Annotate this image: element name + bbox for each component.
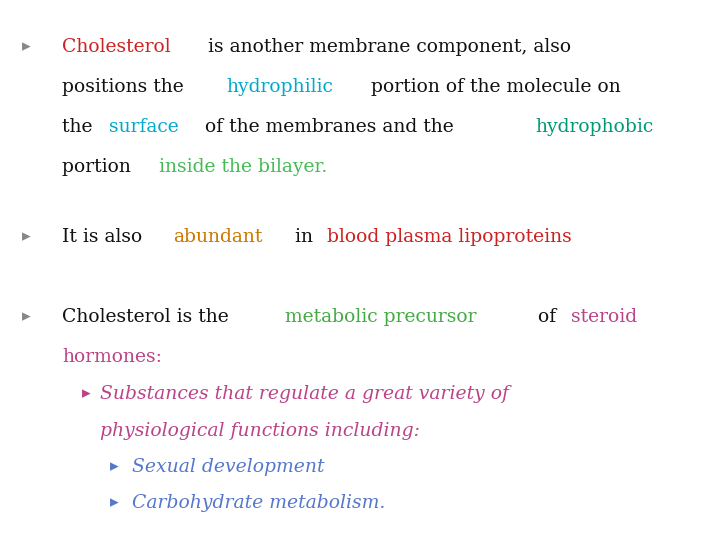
Text: ▸: ▸ [110, 458, 119, 475]
Text: the: the [62, 118, 99, 136]
Text: inside the bilayer.: inside the bilayer. [158, 158, 327, 176]
Text: is another membrane component, also: is another membrane component, also [202, 38, 571, 56]
Text: Sexual development: Sexual development [132, 458, 325, 476]
Text: steroid: steroid [571, 308, 637, 326]
Text: Substances that regulate a great variety of: Substances that regulate a great variety… [100, 385, 509, 403]
Text: Cholesterol: Cholesterol [62, 38, 171, 56]
Text: portion: portion [62, 158, 137, 176]
Text: hydrophilic: hydrophilic [227, 78, 333, 96]
Text: abundant: abundant [174, 228, 263, 246]
Text: It is also: It is also [62, 228, 148, 246]
Text: metabolic precursor: metabolic precursor [285, 308, 477, 326]
Text: surface: surface [109, 118, 179, 136]
Text: hormones:: hormones: [62, 348, 162, 366]
Text: ▸: ▸ [110, 494, 119, 511]
Text: ▸: ▸ [82, 385, 91, 402]
Text: blood plasma lipoproteins: blood plasma lipoproteins [328, 228, 572, 246]
Text: of the membranes and the: of the membranes and the [199, 118, 460, 136]
Text: Carbohydrate metabolism.: Carbohydrate metabolism. [132, 494, 385, 512]
Text: ▸: ▸ [22, 308, 31, 325]
Text: hydrophobic: hydrophobic [536, 118, 654, 136]
Text: ▸: ▸ [22, 228, 31, 245]
Text: Cholesterol is the: Cholesterol is the [62, 308, 235, 326]
Text: in: in [289, 228, 319, 246]
Text: positions the: positions the [62, 78, 190, 96]
Text: physiological functions including:: physiological functions including: [100, 422, 420, 440]
Text: ▸: ▸ [22, 38, 31, 55]
Text: of: of [532, 308, 562, 326]
Text: portion of the molecule on: portion of the molecule on [365, 78, 621, 96]
